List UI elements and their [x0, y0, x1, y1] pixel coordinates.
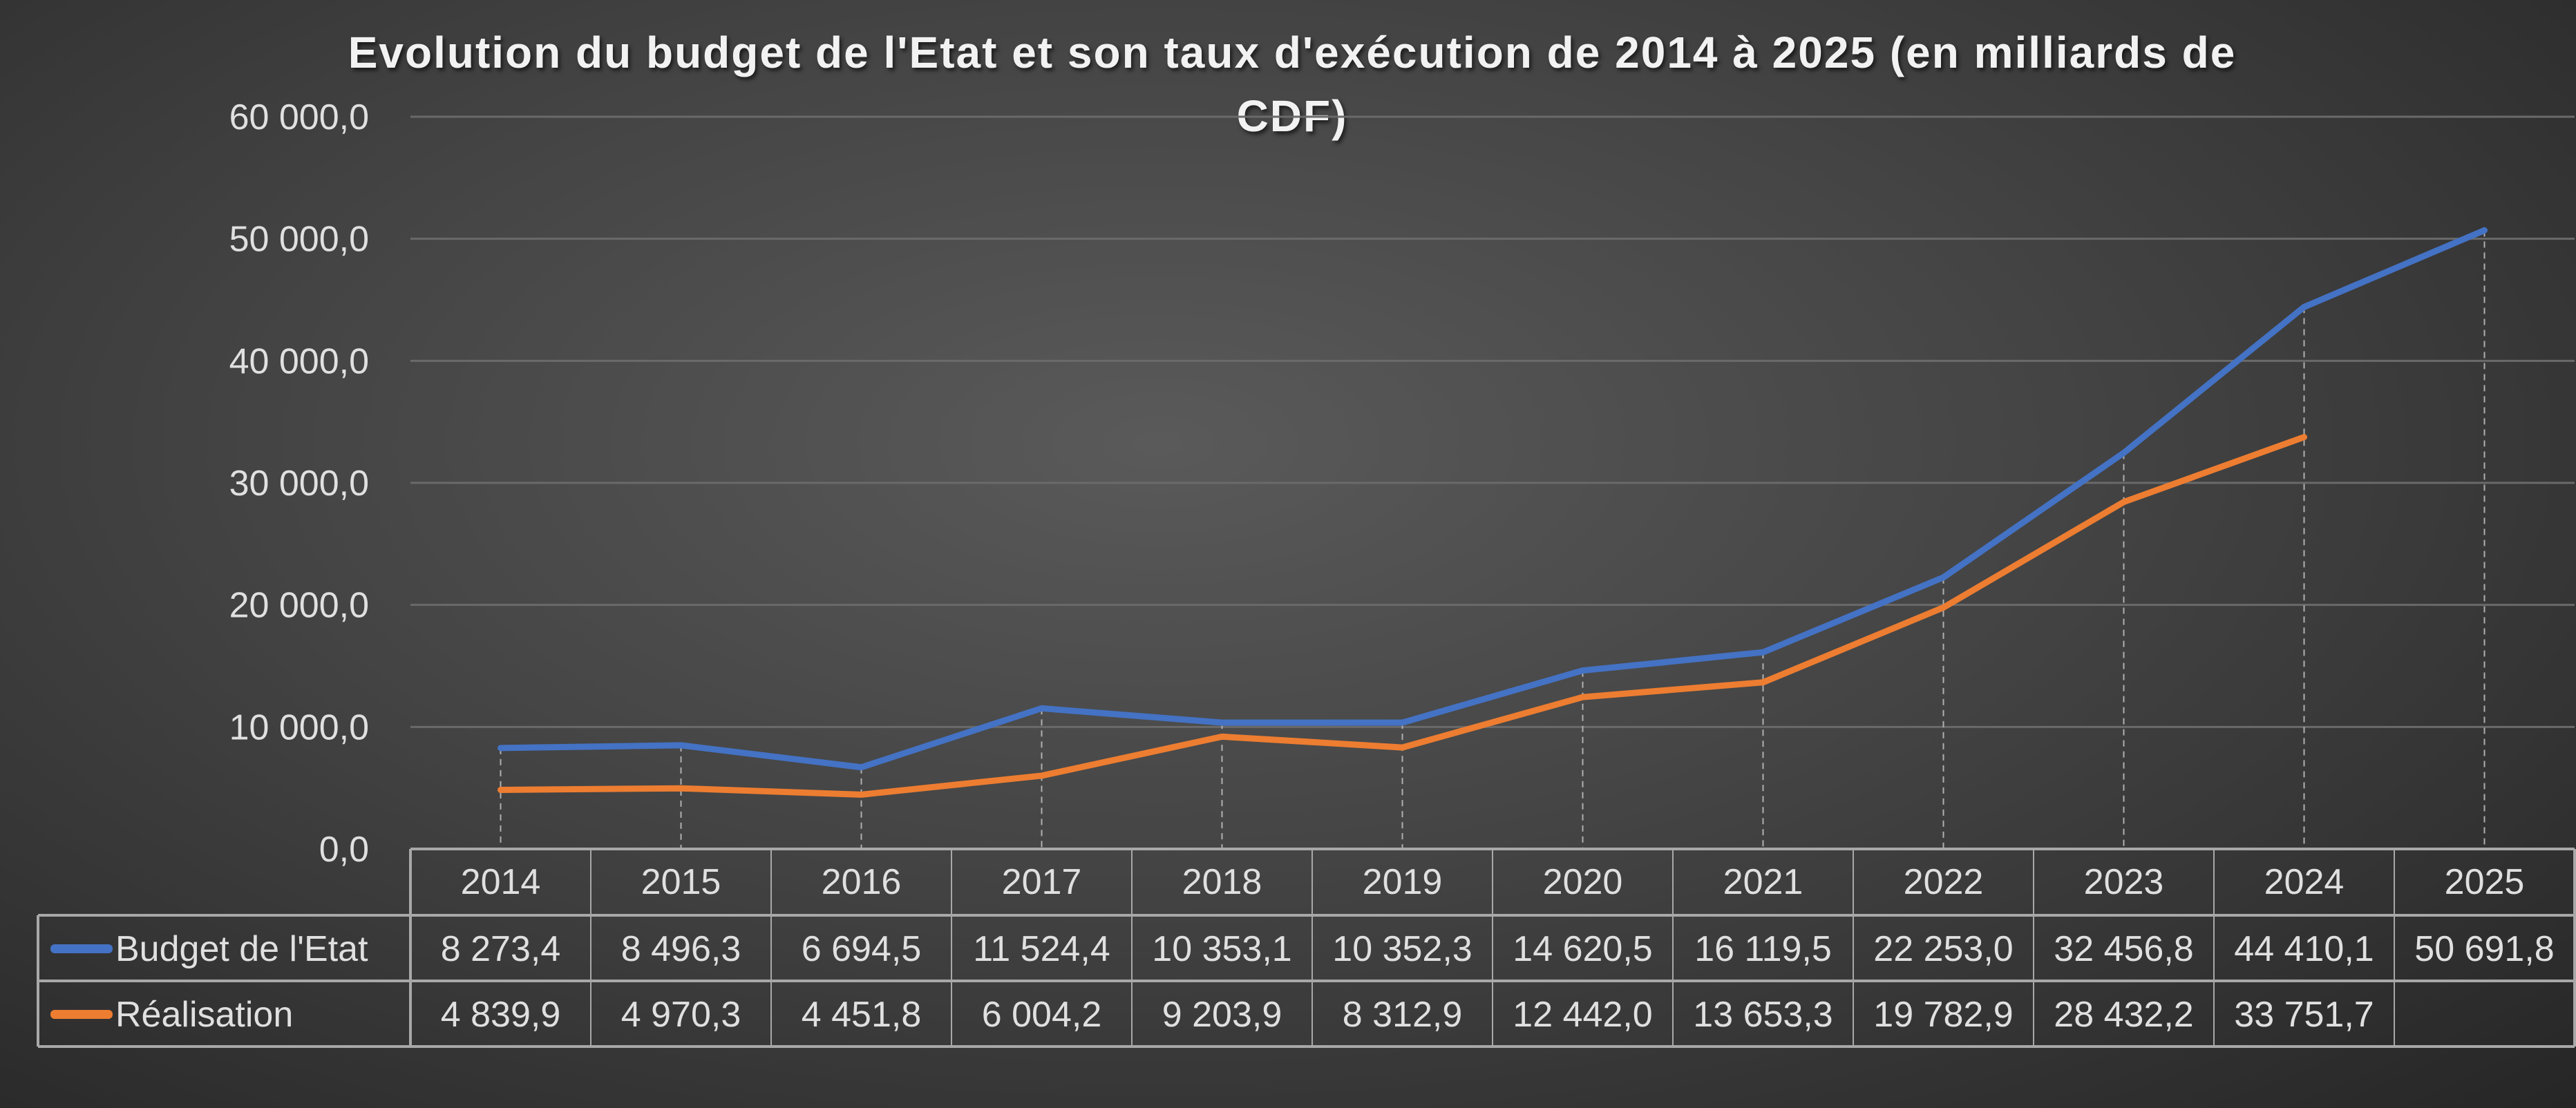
x-tick-label: 2020 — [1543, 862, 1623, 902]
data-point — [678, 785, 684, 792]
data-point — [1399, 745, 1405, 751]
data-table-cell: 4 970,3 — [621, 995, 741, 1035]
data-table-cell: 10 353,1 — [1152, 929, 1291, 969]
y-tick-label: 20 000,0 — [229, 586, 369, 626]
data-table-cell: 8 273,4 — [441, 929, 561, 969]
y-tick-label: 50 000,0 — [229, 220, 369, 260]
data-point — [1580, 694, 1586, 700]
data-point — [1219, 720, 1225, 726]
data-point — [498, 745, 504, 751]
data-table-cell: 28 432,2 — [2054, 995, 2193, 1035]
data-table-cell: 33 751,7 — [2234, 995, 2374, 1035]
data-point — [1039, 772, 1045, 779]
data-point — [2121, 499, 2127, 505]
data-point — [858, 764, 864, 770]
data-point — [1039, 705, 1045, 711]
x-tick-label: 2025 — [2445, 862, 2525, 902]
data-point — [1940, 604, 1947, 611]
data-point — [1940, 574, 1947, 580]
data-table-cell: 44 410,1 — [2234, 929, 2374, 969]
x-tick-label: 2019 — [1363, 862, 1443, 902]
legend-key-1 — [50, 1010, 113, 1019]
data-point — [1399, 720, 1405, 726]
data-point — [1760, 649, 1766, 656]
data-point — [2301, 434, 2307, 440]
data-table-cell: 32 456,8 — [2054, 929, 2193, 969]
data-table-cell: 8 496,3 — [621, 929, 741, 969]
series-line-1 — [498, 434, 2307, 798]
x-tick-label: 2016 — [822, 862, 902, 902]
data-point — [1580, 667, 1586, 674]
data-table-cell: 4 451,8 — [802, 995, 922, 1035]
data-table-cell: 14 620,5 — [1513, 929, 1652, 969]
data-table-cell: 4 839,9 — [441, 995, 561, 1035]
data-table-cell: 16 119,5 — [1694, 929, 1832, 969]
legend-label: Budget de l'Etat — [115, 929, 368, 969]
data-table-cell: 10 352,3 — [1332, 929, 1472, 969]
data-table-cell: 8 312,9 — [1343, 995, 1463, 1035]
x-tick-label: 2015 — [641, 862, 721, 902]
data-table-cell: 11 524,4 — [973, 929, 1110, 969]
x-tick-label: 2021 — [1723, 862, 1803, 902]
legend-key-0 — [50, 944, 113, 953]
x-tick-label: 2018 — [1182, 862, 1262, 902]
y-tick-label: 40 000,0 — [229, 341, 369, 381]
data-point — [2481, 227, 2488, 233]
x-tick-label: 2014 — [461, 862, 541, 902]
data-table-cell: 9 203,9 — [1162, 995, 1282, 1035]
data-point — [498, 787, 504, 793]
legend-label: Réalisation — [115, 995, 293, 1035]
y-tick-label: 0,0 — [319, 830, 369, 870]
data-point — [2301, 304, 2307, 310]
x-tick-label: 2023 — [2084, 862, 2164, 902]
data-point — [1760, 679, 1766, 685]
data-table-cell: 22 253,0 — [1873, 929, 2013, 969]
data-point — [678, 742, 684, 748]
data-point — [1219, 734, 1225, 740]
data-table-cell: 6 694,5 — [802, 929, 922, 969]
data-point — [858, 792, 864, 798]
y-tick-label: 60 000,0 — [229, 97, 369, 137]
y-tick-label: 10 000,0 — [229, 707, 369, 747]
data-table-cell: 19 782,9 — [1873, 995, 2013, 1035]
series-line-0 — [498, 227, 2488, 771]
x-tick-label: 2017 — [1002, 862, 1082, 902]
y-tick-label: 30 000,0 — [229, 464, 369, 504]
x-tick-label: 2024 — [2264, 862, 2345, 902]
x-tick-label: 2022 — [1904, 862, 1984, 902]
data-table-cell: 12 442,0 — [1513, 995, 1652, 1035]
data-table-cell: 6 004,2 — [982, 995, 1102, 1035]
data-table-cell: 50 691,8 — [2414, 929, 2554, 969]
data-table-cell: 13 653,3 — [1693, 995, 1832, 1035]
data-point — [2121, 450, 2127, 456]
